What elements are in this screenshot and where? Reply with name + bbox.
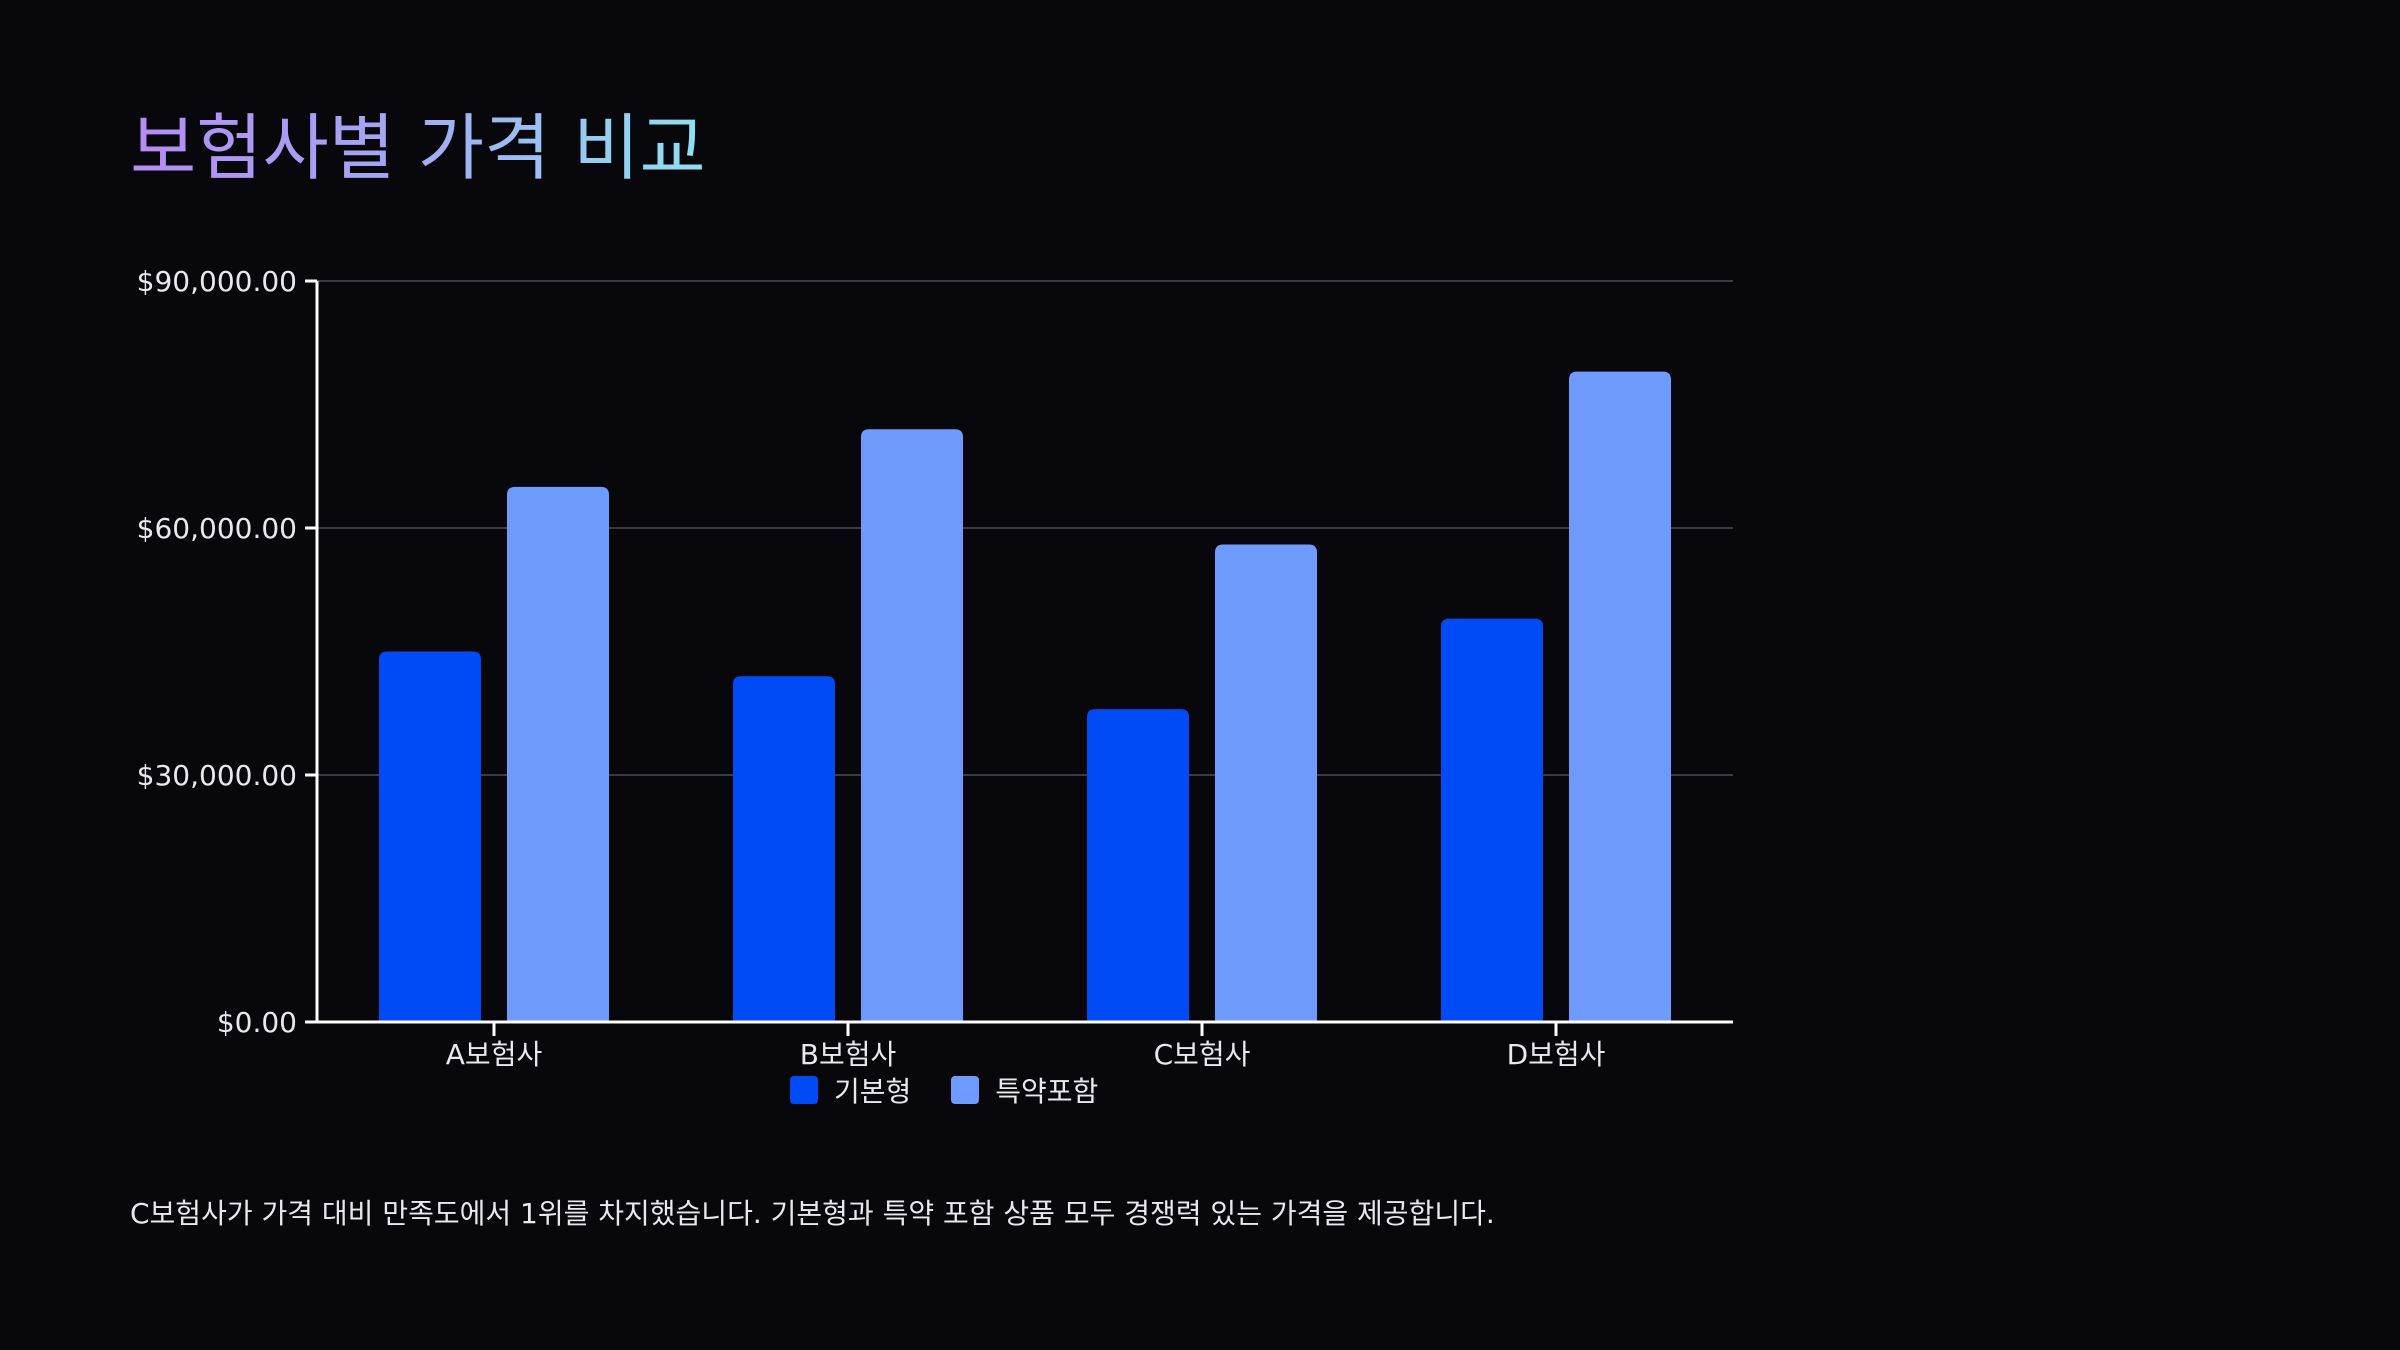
bar [507, 486, 609, 1022]
bar [379, 651, 481, 1022]
legend-label-rider: 특약포함 [995, 1075, 1099, 1108]
bar [1087, 709, 1189, 1022]
legend-label-basic: 기본형 [834, 1075, 912, 1108]
legend-swatch-basic [790, 1076, 818, 1104]
legend-item-basic[interactable]: 기본형 [790, 1070, 911, 1110]
chart-caption: C보험사가 가격 대비 만족도에서 1위를 차지했습니다. 기본형과 특약 포함… [130, 1197, 1495, 1230]
bar [1441, 618, 1543, 1022]
bar [861, 429, 963, 1022]
x-tick-label: B보험사 [800, 1038, 897, 1071]
bar [733, 676, 835, 1022]
legend-swatch-rider [951, 1076, 980, 1104]
y-tick-label: $60,000.00 [137, 512, 297, 545]
y-tick-label: $90,000.00 [137, 265, 297, 298]
y-tick-label: $30,000.00 [137, 759, 297, 792]
chart-legend: 기본형 특약포함 [790, 1070, 1138, 1110]
bar [1569, 371, 1671, 1023]
page-title: 보험사별 가격 비교 [130, 106, 706, 190]
x-tick-label: C보험사 [1154, 1038, 1251, 1071]
bar [1215, 544, 1317, 1022]
x-tick-label: A보험사 [446, 1038, 542, 1071]
x-tick-label: D보험사 [1507, 1038, 1606, 1071]
y-tick-label: $0.00 [217, 1006, 297, 1039]
legend-item-rider[interactable]: 특약포함 [951, 1070, 1098, 1110]
